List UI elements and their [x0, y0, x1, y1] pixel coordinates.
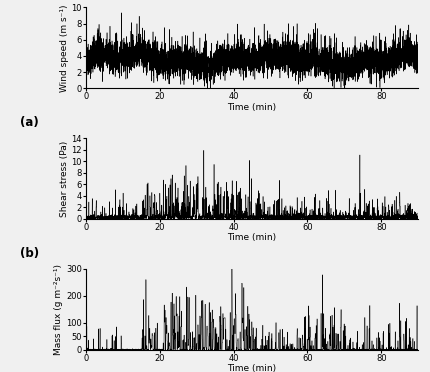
X-axis label: Time (min): Time (min) [227, 364, 276, 372]
Y-axis label: Wind speed (m s⁻¹): Wind speed (m s⁻¹) [60, 4, 69, 92]
Y-axis label: Mass flux (g m⁻²s⁻¹): Mass flux (g m⁻²s⁻¹) [54, 264, 63, 355]
Text: (b): (b) [20, 247, 39, 260]
X-axis label: Time (min): Time (min) [227, 103, 276, 112]
X-axis label: Time (min): Time (min) [227, 234, 276, 243]
Y-axis label: Shear stress (Pa): Shear stress (Pa) [60, 141, 69, 217]
Text: (a): (a) [20, 116, 39, 129]
